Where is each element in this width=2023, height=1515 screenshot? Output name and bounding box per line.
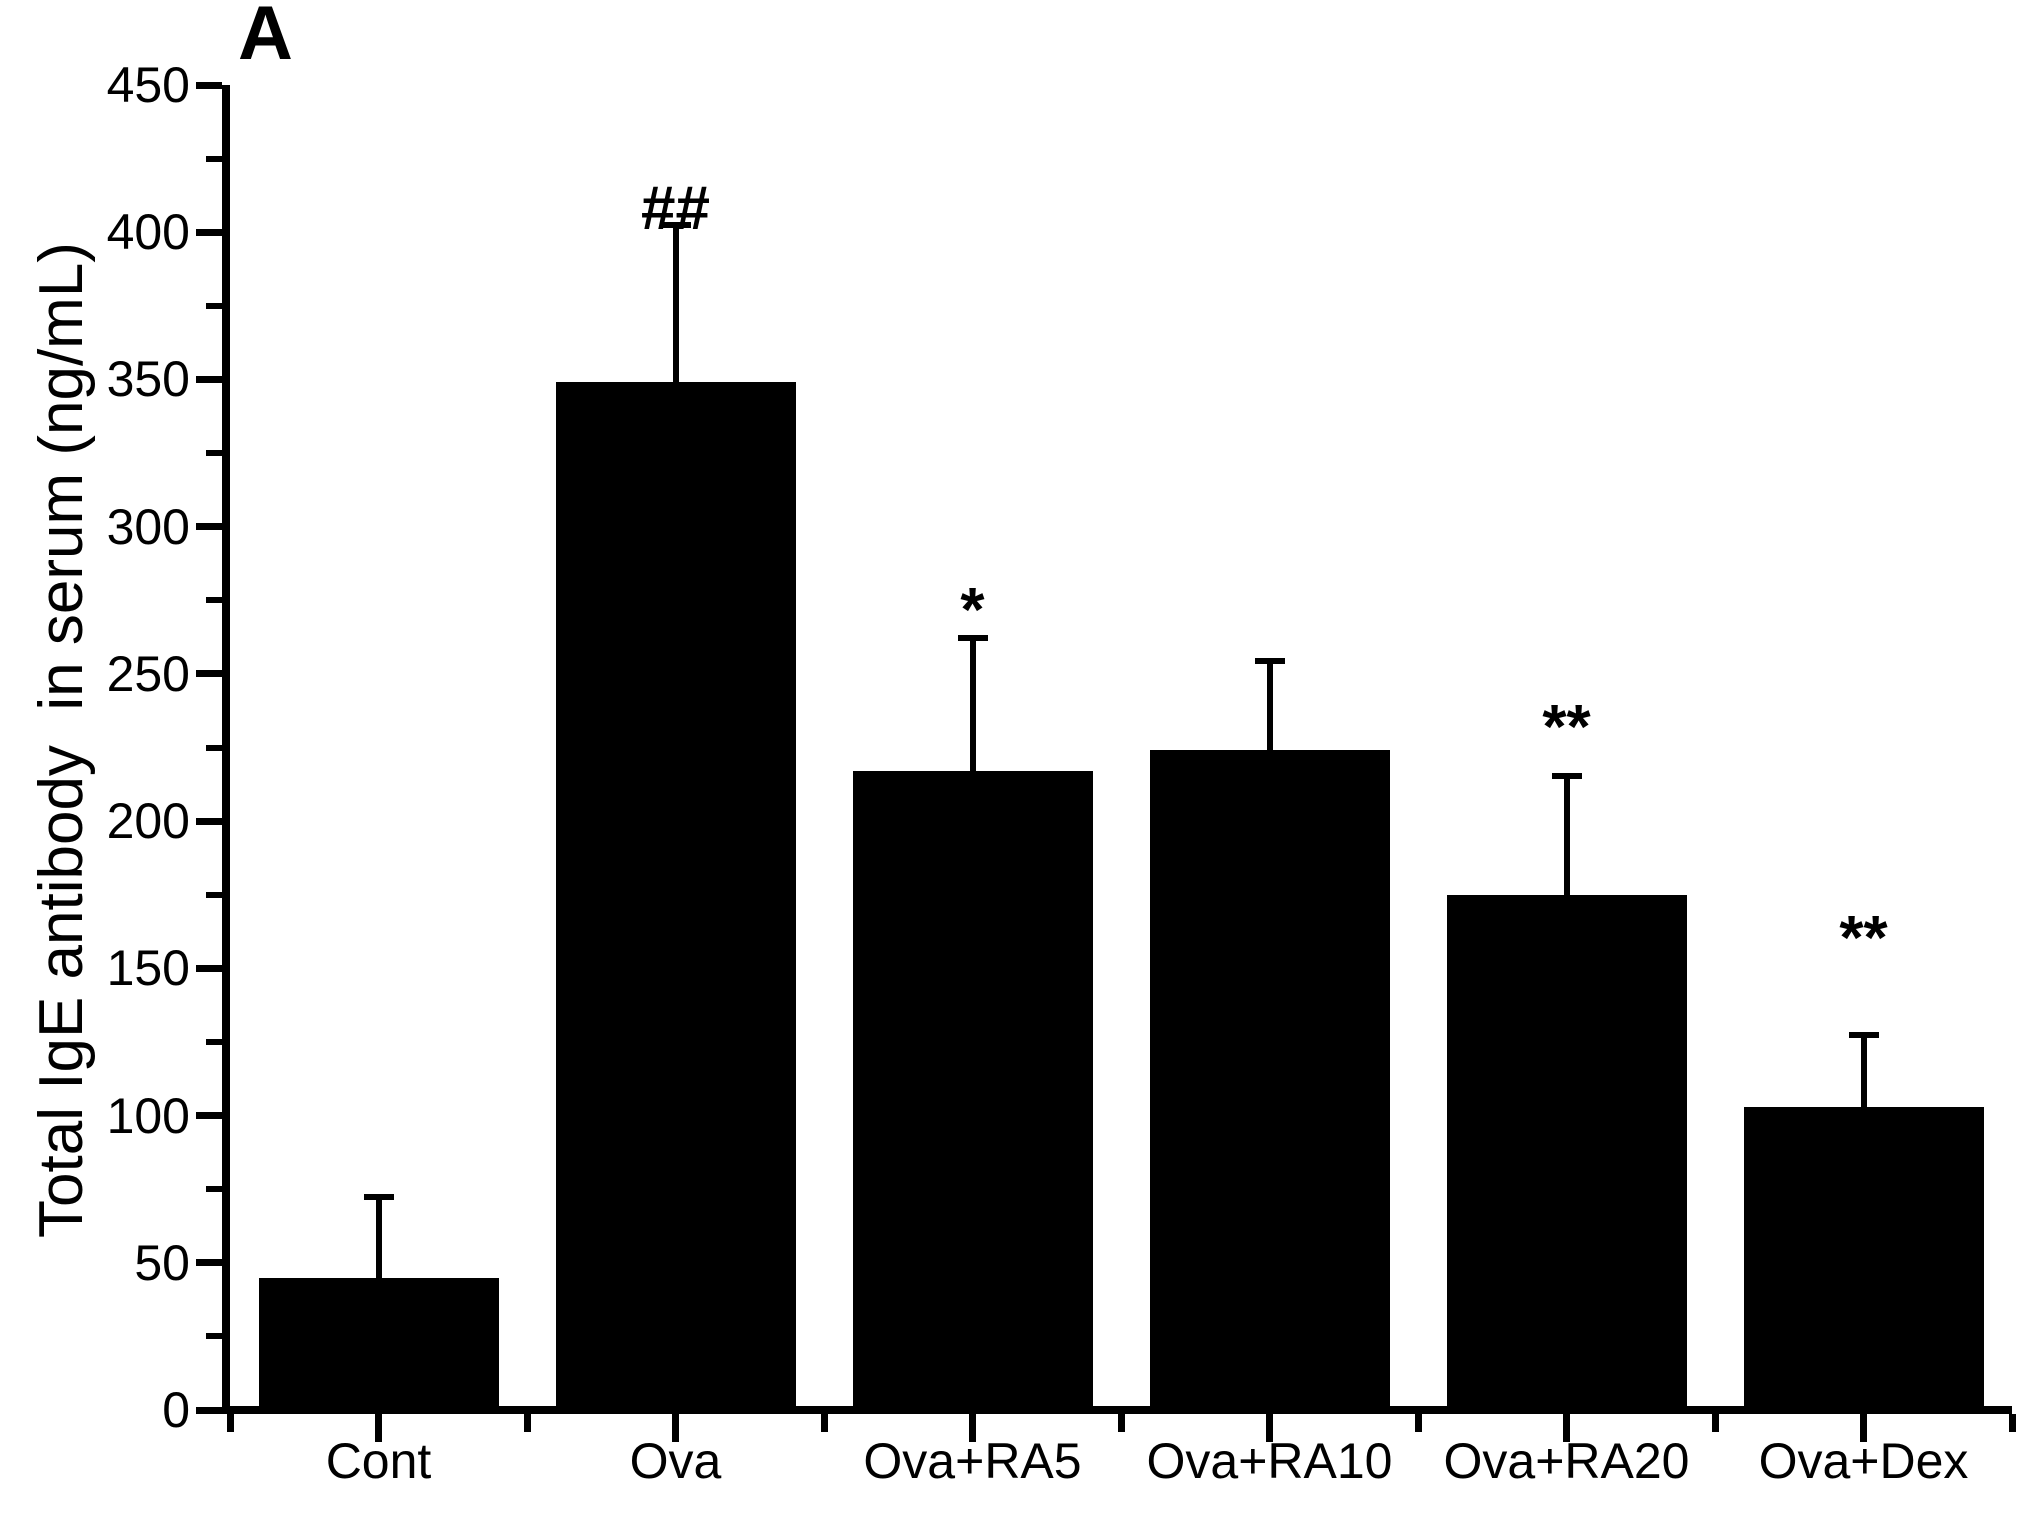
error-bar-whisker bbox=[1563, 774, 1570, 895]
error-bar-whisker bbox=[1860, 1033, 1867, 1107]
y-minor-tick bbox=[206, 597, 222, 604]
error-bar-cap bbox=[1551, 773, 1582, 779]
x-major-tick bbox=[1860, 1414, 1867, 1442]
y-minor-tick bbox=[206, 1186, 222, 1193]
x-major-tick bbox=[375, 1414, 382, 1442]
y-major-tick bbox=[196, 670, 222, 678]
y-axis-line bbox=[222, 85, 230, 1414]
y-tick-label: 0 bbox=[162, 1382, 190, 1438]
bar-Cont bbox=[258, 1277, 499, 1410]
plot-area: ## * ** ** bbox=[230, 85, 2012, 1410]
error-bar-whisker bbox=[1266, 659, 1273, 751]
y-major-tick bbox=[196, 1259, 222, 1267]
y-tick-label: 350 bbox=[106, 351, 190, 408]
x-major-tick bbox=[1563, 1414, 1570, 1442]
y-major-tick bbox=[196, 964, 222, 972]
x-tick-label: Ova bbox=[629, 1433, 722, 1489]
error-bar-cap bbox=[660, 222, 691, 229]
x-minor-tick bbox=[820, 1414, 828, 1432]
error-bar-cap bbox=[957, 634, 988, 641]
y-minor-tick bbox=[206, 302, 222, 309]
error-bar-whisker bbox=[375, 1195, 382, 1278]
x-tick-label: Cont bbox=[325, 1433, 432, 1489]
bar-Ova+RA5 bbox=[852, 771, 1093, 1410]
y-major-tick bbox=[196, 81, 222, 89]
y-minor-tick bbox=[206, 1333, 222, 1340]
y-minor-tick bbox=[206, 744, 222, 751]
y-tick-label: 300 bbox=[106, 498, 190, 555]
y-minor-tick bbox=[206, 450, 222, 457]
bar-Ova bbox=[555, 382, 796, 1410]
x-tick-label: Ova+Dex bbox=[1758, 1433, 1969, 1489]
x-minor-tick bbox=[1117, 1414, 1125, 1432]
y-tick-label: 100 bbox=[106, 1087, 190, 1144]
error-bar-cap bbox=[1254, 658, 1285, 665]
significance-annotation: ** bbox=[1839, 904, 1888, 974]
significance-annotation: ** bbox=[1542, 693, 1591, 762]
x-minor-tick bbox=[2008, 1414, 2016, 1432]
x-major-tick bbox=[672, 1414, 679, 1442]
x-major-tick bbox=[1266, 1414, 1273, 1442]
bar-Ova+RA20 bbox=[1446, 894, 1687, 1410]
y-tick-label: 450 bbox=[106, 57, 190, 113]
bar-Ova+RA10 bbox=[1149, 750, 1390, 1410]
x-minor-tick bbox=[226, 1414, 234, 1432]
significance-annotation: * bbox=[960, 575, 985, 645]
error-bar-whisker bbox=[672, 223, 679, 383]
significance-annotation: ## bbox=[641, 174, 710, 244]
bar-Ova+Dex bbox=[1743, 1106, 1984, 1410]
y-tick-label: 200 bbox=[106, 793, 190, 850]
panel-label: A bbox=[238, 0, 293, 76]
x-major-tick bbox=[969, 1414, 976, 1442]
y-major-tick bbox=[196, 817, 222, 825]
y-major-tick bbox=[196, 375, 222, 383]
x-tick-label: Ova+RA20 bbox=[1443, 1433, 1690, 1489]
y-tick-label: 150 bbox=[106, 940, 190, 997]
y-minor-tick bbox=[206, 1038, 222, 1045]
y-major-tick bbox=[196, 1406, 222, 1414]
error-bar-cap bbox=[363, 1194, 394, 1201]
x-minor-tick bbox=[1414, 1414, 1422, 1432]
x-tick-label: Ova+RA5 bbox=[863, 1433, 1082, 1489]
y-tick-label: 400 bbox=[106, 204, 190, 261]
y-tick-label: 50 bbox=[134, 1234, 190, 1291]
y-minor-tick bbox=[206, 155, 222, 162]
y-tick-label: 250 bbox=[106, 645, 190, 702]
x-tick-label: Ova+RA10 bbox=[1146, 1433, 1393, 1489]
y-major-tick bbox=[196, 523, 222, 531]
error-bar-cap bbox=[1848, 1032, 1879, 1039]
x-axis-line bbox=[222, 1406, 2012, 1414]
y-major-tick bbox=[196, 1112, 222, 1120]
x-minor-tick bbox=[1711, 1414, 1719, 1432]
y-minor-tick bbox=[206, 891, 222, 898]
x-minor-tick bbox=[523, 1414, 531, 1432]
error-bar-whisker bbox=[969, 635, 976, 772]
y-major-tick bbox=[196, 228, 222, 236]
